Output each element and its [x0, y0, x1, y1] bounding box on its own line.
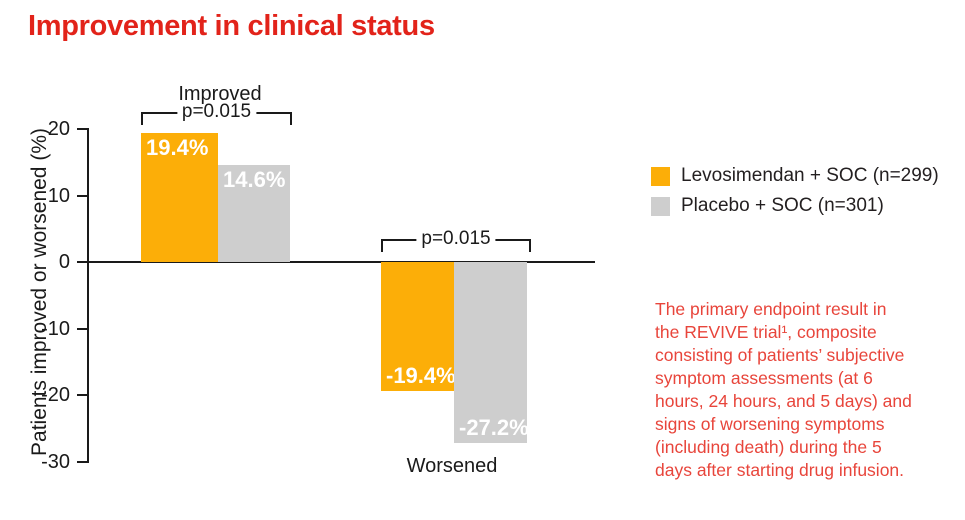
- bar-placebo-worsened: -27.2%: [454, 262, 529, 443]
- category-label-improved: Improved: [178, 83, 262, 105]
- annotation-text: The primary endpoint result in the REVIV…: [655, 299, 912, 480]
- y-tick-label: -20: [41, 384, 70, 406]
- legend-swatch: [651, 166, 670, 186]
- page-title: Improvement in clinical status: [28, 10, 435, 42]
- zero-baseline: [88, 261, 595, 263]
- legend-item: Placebo + SOC (n=301): [651, 195, 939, 217]
- bar-levosimendan-worsened: -19.4%: [381, 262, 456, 391]
- bar-levosimendan-improved: 19.4%: [141, 132, 218, 262]
- legend-label: Levosimendan + SOC (n=299): [681, 165, 939, 186]
- y-tick-mark: [77, 460, 88, 463]
- legend-item: Levosimendan + SOC (n=299): [651, 165, 939, 187]
- pvalue-bracket-worsened: p=0.015: [381, 227, 531, 252]
- category-label-worsened: Worsened: [406, 455, 498, 477]
- y-tick-mark: [77, 194, 88, 197]
- legend-swatch: [651, 196, 670, 216]
- y-tick-label: -30: [41, 450, 70, 473]
- y-tick-label: 20: [47, 118, 70, 140]
- y-tick-mark: [77, 394, 88, 396]
- bar-value-label: 19.4%: [146, 134, 209, 160]
- y-axis-line: [87, 128, 89, 463]
- y-tick-label: -10: [41, 317, 70, 340]
- legend-label: Placebo + SOC (n=301): [681, 195, 884, 216]
- y-tick-mark: [77, 128, 88, 130]
- bar-value-label: 14.6%: [223, 166, 286, 192]
- pvalue-bracket-improved: p=0.015: [141, 100, 292, 125]
- bar-value-label: -27.2%: [459, 414, 529, 440]
- bar-placebo-improved: 14.6%: [218, 164, 290, 262]
- legend: Levosimendan + SOC (n=299) Placebo + SOC …: [651, 165, 939, 217]
- y-tick-label: 10: [47, 184, 70, 207]
- y-tick-mark: [77, 327, 88, 330]
- pvalue-label: p=0.015: [416, 227, 496, 250]
- y-tick-label: 0: [58, 251, 70, 273]
- y-tick-mark: [77, 261, 88, 263]
- pvalue-label: p=0.015: [176, 100, 257, 123]
- bar-value-label: -19.4%: [386, 363, 456, 388]
